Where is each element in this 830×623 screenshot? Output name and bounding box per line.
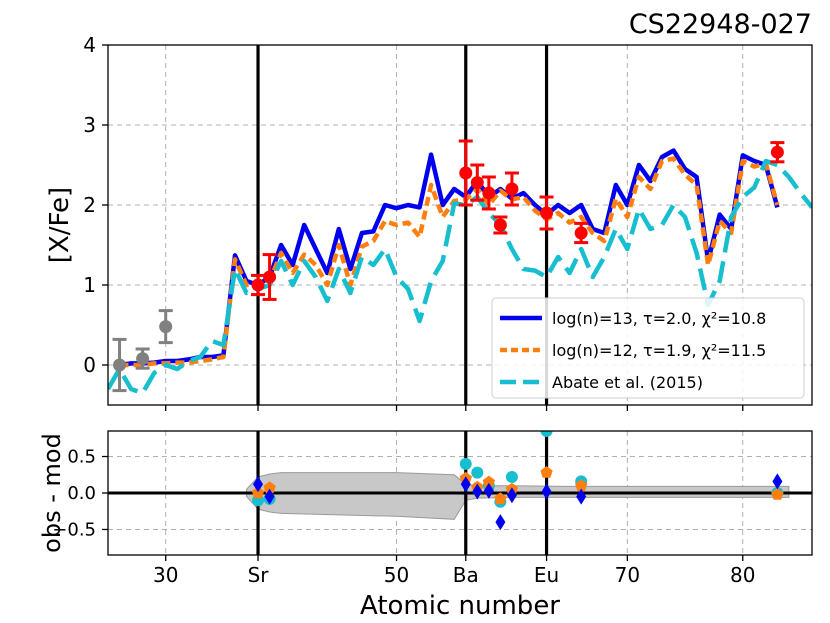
x-tick-label: Sr: [248, 563, 270, 587]
x-tick-label: Eu: [534, 563, 559, 587]
residual-marker: [494, 492, 507, 505]
data-point: [470, 176, 484, 190]
residual-marker: [576, 488, 587, 505]
top-y-axis-label: [X/Fe]: [45, 187, 75, 263]
data-point: [136, 352, 150, 366]
x-tick-label: 50: [384, 563, 409, 587]
legend: log(n)=13, τ=2.0, χ²=10.8 log(n)=12, τ=1.…: [491, 297, 805, 399]
y-tick-label: 0.5: [67, 447, 96, 468]
residual-marker: [251, 486, 265, 499]
uncertainty-band-area: [246, 472, 790, 520]
data-point: [482, 186, 496, 200]
y-tick-label: −0.5: [52, 519, 96, 540]
data-point: [263, 270, 277, 284]
x-ticks: 30 Sr 50 Ba Eu 70 80: [153, 405, 755, 587]
data-point: [159, 320, 173, 334]
x-tick-label: 30: [153, 563, 178, 587]
chart-title: CS22948-027: [629, 9, 812, 40]
data-point: [113, 358, 127, 372]
residual-marker: [482, 475, 495, 488]
uncertainty-band: [108, 472, 812, 520]
residual-marker: [771, 488, 784, 500]
y-tick-label: 0.0: [67, 483, 96, 504]
y-tick-label: 1: [83, 273, 96, 297]
residual-marker: [575, 479, 588, 491]
legend-label: log(n)=12, τ=1.9, χ²=11.5: [552, 341, 766, 360]
data-point: [770, 145, 784, 159]
data-point: [540, 206, 554, 220]
x-tick-label: 70: [615, 563, 640, 587]
legend-label: Abate et al. (2015): [552, 373, 703, 392]
data-point: [505, 182, 519, 196]
residual-marker: [471, 466, 484, 479]
data-point: [459, 166, 473, 180]
top-plot-frame: [107, 44, 813, 406]
legend-box: [491, 297, 805, 399]
residual-marker: [483, 482, 494, 499]
y-tick-label: 2: [83, 193, 96, 217]
bottom-y-ticks: −0.5 0.0 0.5: [52, 447, 108, 540]
top-y-ticks: 0 1 2 3 4: [83, 33, 108, 377]
legend-label: log(n)=13, τ=2.0, χ²=10.8: [552, 309, 766, 328]
y-tick-label: 0: [83, 353, 96, 377]
residual-marker: [541, 483, 552, 500]
residual-marker: [506, 487, 517, 504]
series-line: [119, 156, 780, 368]
x-axis-label: Atomic number: [360, 591, 560, 621]
residual-marker: [264, 488, 275, 505]
y-tick-label: 4: [83, 33, 96, 57]
bottom-residuals: [251, 431, 784, 531]
residual-marker: [460, 476, 471, 493]
x-tick-label: Ba: [453, 563, 479, 587]
y-tick-label: 3: [83, 113, 96, 137]
residual-marker: [263, 481, 276, 494]
data-point: [574, 226, 588, 240]
residual-marker: [495, 514, 506, 531]
residual-marker: [253, 476, 264, 493]
top-observations: [112, 139, 785, 393]
residual-marker: [472, 483, 483, 500]
data-point: [251, 278, 265, 292]
x-tick-label: 80: [730, 563, 755, 587]
residual-marker: [459, 457, 472, 470]
residual-marker: [772, 473, 783, 490]
residual-marker: [505, 470, 518, 483]
residual-marker: [540, 431, 553, 437]
data-point: [493, 218, 507, 232]
residual-marker: [540, 466, 553, 478]
bottom-y-axis-label: obs - mod: [38, 433, 66, 553]
